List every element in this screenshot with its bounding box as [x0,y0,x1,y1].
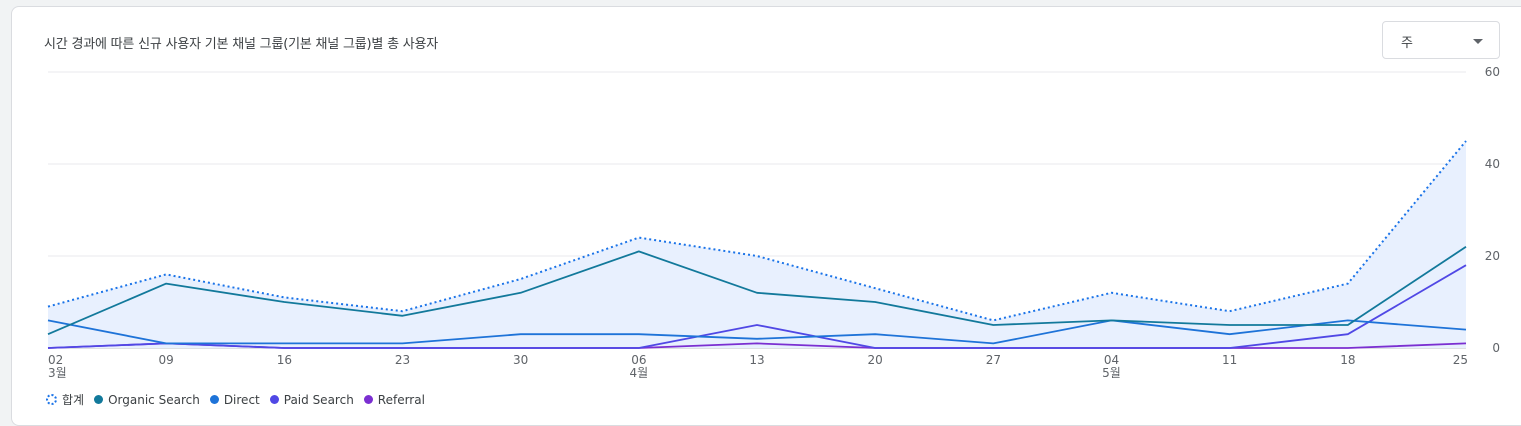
series-organic-search [47,246,1467,336]
y-tick-label: 40 [1485,157,1500,171]
legend-label: Paid Search [283,392,354,407]
x-tick-label: 18 [1340,353,1355,367]
dotted-circle-icon [46,394,57,405]
legend-item-organic-search[interactable]: Organic Search [94,393,200,407]
x-tick-label: 30 [513,353,528,367]
dot-icon [94,395,104,404]
x-tick-label: 23 [395,353,410,367]
x-tick-label: 16 [277,353,292,367]
series-paid-search [47,264,1467,349]
legend-item-direct[interactable]: Direct [209,392,260,407]
x-tick-label: 25 [1453,353,1468,367]
series-direct [47,319,1467,345]
dot-icon [363,395,373,404]
legend-label: 합계 [62,393,85,407]
x-month-label: 4월 [629,366,648,380]
legend-item-referral[interactable]: Referral [363,392,425,407]
x-tick-label: 20 [868,353,883,367]
chart-title: 시간 경과에 따른 신규 사용자 기본 채널 그룹(기본 채널 그룹)별 총 사… [44,37,439,52]
y-tick-label: 60 [1485,65,1500,79]
legend-item-total[interactable]: 합계 [46,391,84,408]
legend-item-paid-search[interactable]: Paid Search [269,392,354,407]
x-tick-label: 11 [1222,353,1237,367]
chevron-down-icon [1473,39,1483,44]
period-select[interactable]: 주 [1382,21,1500,59]
x-tick-label: 09 [159,353,174,367]
x-tick-label: 02 [48,353,63,367]
dot-icon [269,395,279,404]
x-tick-label: 06 [631,353,646,367]
legend-label: Referral [377,392,425,407]
legend-label: Direct [223,392,260,407]
x-tick-label: 27 [986,353,1001,367]
legend-label: Organic Search [108,392,200,407]
y-tick-label: 0 [1492,341,1500,355]
y-tick-label: 20 [1485,249,1500,263]
x-tick-label: 13 [749,353,764,367]
period-select-value: 주 [1401,36,1413,51]
x-month-label: 5월 [1102,366,1121,380]
x-tick-label: 04 [1104,353,1119,367]
chart-legend: 합계 Organic Search Direct Paid Search Ref… [46,391,435,408]
dot-icon [209,395,219,404]
total-area [48,141,1466,348]
x-month-label: 3월 [48,366,67,380]
chart-card: 시간 경과에 따른 신규 사용자 기본 채널 그룹(기본 채널 그룹)별 총 사… [11,6,1521,426]
line-chart: 0 20 40 60 02 09 16 23 30 06 13 20 27 04 11 18 25 3월 4월 5월 [47,65,1500,380]
